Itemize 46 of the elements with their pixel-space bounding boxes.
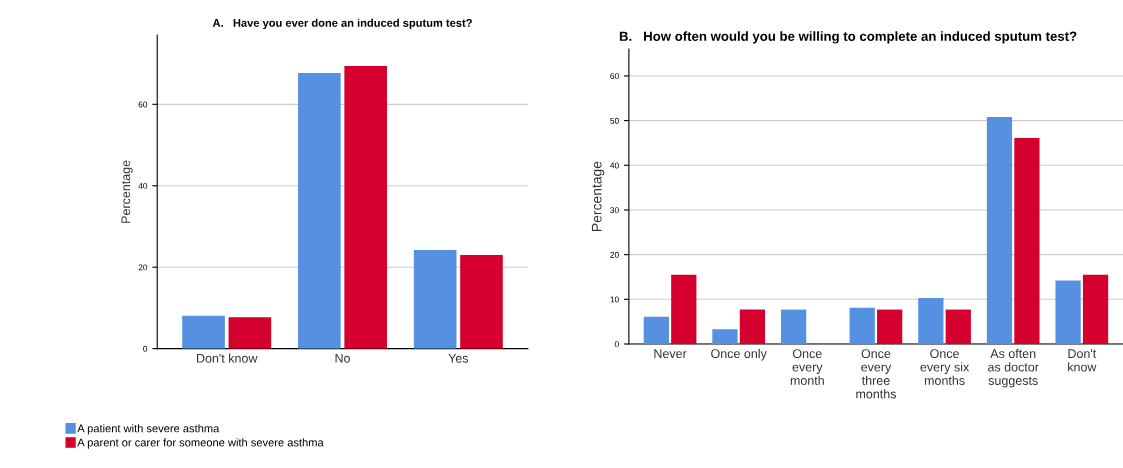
y-axis-title: Percentage: [591, 161, 605, 231]
y-tick-label: 0: [614, 341, 619, 348]
legend-label: A patient with severe asthma: [77, 424, 220, 435]
bar: [460, 255, 503, 349]
bar: [849, 307, 875, 344]
chart-title: B. How often would you be willing to complete an induced sputum test?: [619, 31, 1077, 44]
bar: [986, 117, 1013, 344]
bar: [1082, 274, 1109, 344]
bar: [877, 309, 903, 344]
x-tick-label: Never: [654, 349, 687, 359]
x-tick-label: Don't know: [1068, 349, 1097, 372]
bar: [945, 309, 971, 344]
y-tick-label: 20: [138, 264, 148, 271]
x-tick-label: Once every month: [790, 349, 824, 385]
x-tick-label: Yes: [448, 353, 469, 363]
y-tick-label: 0: [143, 345, 148, 352]
bar: [918, 297, 944, 344]
bar: [780, 309, 807, 344]
bar: [182, 315, 225, 349]
bar: [298, 72, 341, 349]
y-tick-label: 20: [610, 251, 619, 258]
y-tick-label: 60: [610, 73, 619, 80]
bar: [1055, 280, 1081, 344]
x-tick-label: Once every three months: [856, 349, 896, 399]
bar: [228, 317, 272, 349]
x-tick-label: Once every six months: [920, 349, 970, 385]
x-tick-label: No: [335, 353, 350, 363]
bar: [344, 66, 387, 349]
x-tick-label: Don't know: [197, 353, 258, 363]
bar: [413, 250, 457, 349]
y-tick-label: 50: [610, 117, 619, 124]
bar: [671, 274, 697, 344]
x-tick-label: As often as doctor suggests: [988, 348, 1039, 388]
y-tick-label: 40: [138, 182, 148, 189]
legend-label: A parent or carer for someone with severe asthma: [77, 438, 324, 449]
bar: [643, 316, 669, 344]
y-tick-label: 30: [610, 207, 619, 214]
y-axis-title: Percentage: [121, 160, 133, 223]
y-tick-label: 10: [610, 296, 619, 303]
chart-title: A. Have you ever done an induced sputum test?: [212, 18, 472, 30]
bar: [712, 329, 738, 344]
x-tick-label: Once only: [711, 348, 767, 361]
bar: [739, 309, 766, 344]
y-tick-label: 60: [138, 101, 148, 108]
y-tick-label: 40: [610, 162, 619, 169]
bar: [1014, 138, 1040, 344]
